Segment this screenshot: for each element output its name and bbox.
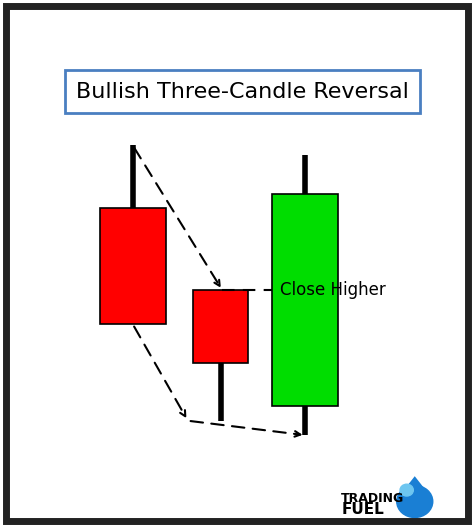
Circle shape bbox=[397, 485, 433, 518]
Text: FUEL: FUEL bbox=[341, 502, 384, 517]
Text: Close Higher: Close Higher bbox=[280, 281, 385, 299]
Circle shape bbox=[400, 484, 413, 496]
Polygon shape bbox=[401, 476, 429, 494]
Bar bbox=[100, 208, 166, 324]
Bar bbox=[193, 290, 248, 363]
Text: Bullish Three-Candle Reversal: Bullish Three-Candle Reversal bbox=[76, 82, 410, 102]
Bar bbox=[272, 193, 338, 406]
Text: TRADING: TRADING bbox=[341, 492, 404, 504]
